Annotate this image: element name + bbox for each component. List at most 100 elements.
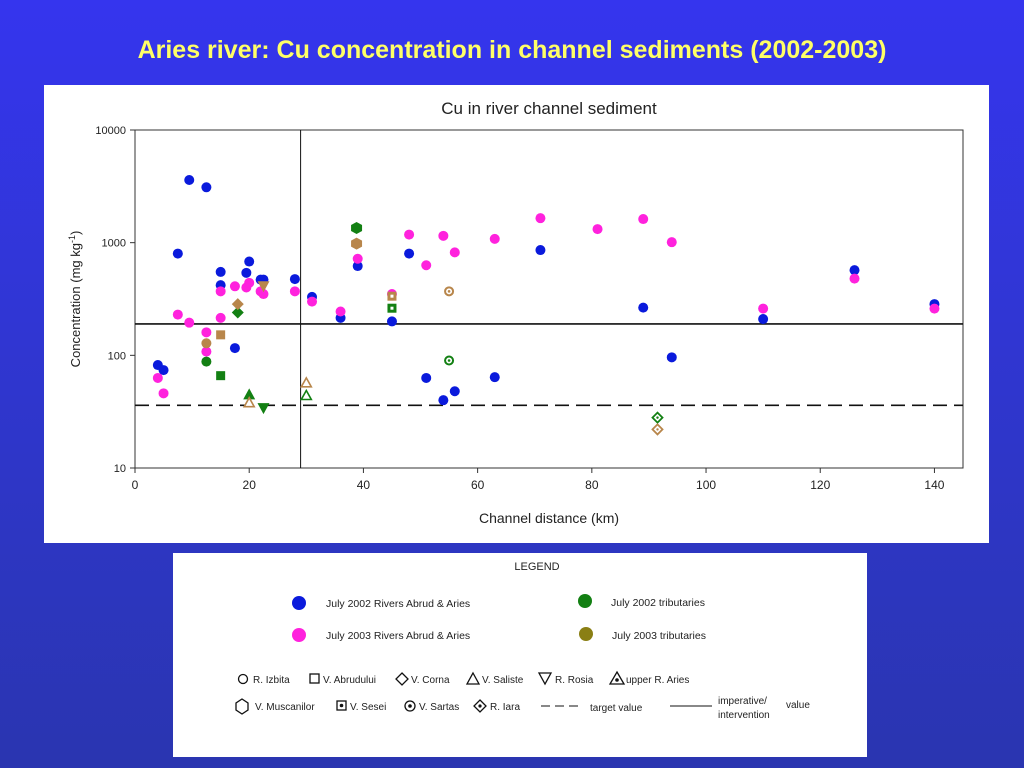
legend-2003-rivers-marker <box>292 628 306 642</box>
point-triangle-down <box>257 281 270 293</box>
legend-2002-rivers-marker <box>292 596 306 610</box>
x-axis: 0 20 40 60 80 100 120 140 <box>132 468 945 492</box>
slide-title: Aries river: Cu concentration in channel… <box>137 36 887 64</box>
point-circle <box>421 372 432 383</box>
point-circle <box>158 365 169 376</box>
point-circle <box>758 314 769 325</box>
x-tick-label: 120 <box>810 478 830 492</box>
point-circle <box>638 302 649 313</box>
point-circle <box>241 267 252 278</box>
legend-2002-tributaries-label: July 2002 tributaries <box>611 597 705 609</box>
point-circle <box>666 352 677 363</box>
point-circle <box>335 306 346 317</box>
point-circle <box>449 247 460 258</box>
point-square-dot-center <box>390 306 394 310</box>
muscanilor-hexagon-icon <box>235 698 249 715</box>
sesei-square-dot-icon <box>336 700 347 711</box>
point-square-dot-center <box>390 294 394 298</box>
point-circle <box>352 253 363 264</box>
iara-diamond-dot-icon <box>473 699 487 713</box>
point-hexagon <box>351 237 363 250</box>
point-circle <box>849 265 860 276</box>
y-axis-label: Concentration (mg kg-1) <box>67 231 83 368</box>
legend-2003-tributaries-label: July 2003 tributaries <box>612 630 706 642</box>
point-hexagon <box>351 221 363 234</box>
point-diamond <box>231 306 244 319</box>
scatter-chart: Cu in river channel sediment 0 20 40 60 80 10… <box>67 99 964 526</box>
point-circle <box>244 277 255 288</box>
point-circle <box>592 224 603 235</box>
point-triangle-up-open <box>242 396 256 408</box>
y-axis-label-end: ) <box>68 231 83 235</box>
legend-izbita-label: R. Izbita <box>253 675 290 686</box>
plot-frame <box>134 129 964 469</box>
point-circle <box>929 303 940 314</box>
point-circle <box>849 273 860 284</box>
point-circle <box>244 256 255 267</box>
point-circle <box>489 233 500 244</box>
y-axis-label-sup: -1 <box>67 235 77 243</box>
y-tick-label: 100 <box>108 350 126 362</box>
point-circle <box>438 230 449 241</box>
legend-svg: LEGEND July 2002 Rivers Abrud & Aries Ju… <box>235 561 810 721</box>
legend-upper-aries-label: upper R. Aries <box>626 675 689 686</box>
point-circle <box>201 338 212 349</box>
point-circle <box>172 309 183 320</box>
iara-dot-icon <box>478 704 482 708</box>
x-tick-label: 60 <box>471 478 485 492</box>
point-circle <box>758 303 769 314</box>
legend-2002-rivers-label: July 2002 Rivers Abrud & Aries <box>326 598 470 610</box>
point-circle <box>215 266 226 277</box>
point-circle <box>449 386 460 397</box>
point-circle <box>307 296 318 307</box>
legend-rosia-label: R. Rosia <box>555 675 594 686</box>
upper-aries-triangle-icon <box>608 670 626 685</box>
point-circle <box>638 214 649 225</box>
point-circle-dot-center <box>447 359 451 362</box>
legend-sartas-label: V. Sartas <box>419 702 459 713</box>
point-circle <box>152 372 163 383</box>
reference-lines <box>135 130 963 468</box>
point-circle <box>172 248 183 259</box>
point-triangle-down <box>257 403 270 415</box>
x-tick-label: 80 <box>585 478 599 492</box>
legend-corna-label: V. Corna <box>411 675 450 686</box>
saliste-triangle-up-icon <box>465 671 481 685</box>
point-circle <box>404 248 415 259</box>
point-triangle-up <box>243 388 256 400</box>
legend-abrudului-label: V. Abrudului <box>323 675 376 686</box>
point-circle <box>289 274 300 285</box>
point-circle <box>386 316 397 327</box>
point-diamond <box>231 298 244 311</box>
point-circle <box>215 286 226 297</box>
point-circle <box>201 346 212 357</box>
y-tick-label: 1000 <box>102 238 126 250</box>
x-tick-label: 0 <box>132 478 139 492</box>
data-points <box>152 174 940 436</box>
point-circle <box>535 213 546 224</box>
point-circle <box>258 289 269 300</box>
point-circle <box>229 281 240 292</box>
point-circle <box>666 237 677 248</box>
chart-title: Cu in river channel sediment <box>441 99 657 118</box>
legend-imperative-value-label: value <box>786 700 810 711</box>
x-tick-label: 100 <box>696 478 716 492</box>
point-circle <box>438 395 449 406</box>
point-diamond-dot-center <box>656 428 659 431</box>
upper-aries-dot-icon <box>615 678 619 682</box>
point-circle <box>184 317 195 328</box>
point-triangle-up-open <box>299 388 313 401</box>
corna-diamond-icon <box>395 672 409 686</box>
point-circle-dot-center <box>447 290 451 293</box>
y-axis: 10 100 1000 10000 <box>95 125 135 475</box>
legend-sesei-label: V. Sesei <box>350 702 386 713</box>
legend-2003-tributaries-marker <box>579 627 593 641</box>
sartas-dot-icon <box>408 704 412 708</box>
point-diamond-dot-center <box>656 416 659 419</box>
legend-2003-rivers-label: July 2003 Rivers Abrud & Aries <box>326 630 470 642</box>
legend-imperative-label-2: intervention <box>718 710 770 721</box>
x-tick-label: 140 <box>924 478 944 492</box>
y-tick-label: 10 <box>114 463 126 475</box>
legend-title: LEGEND <box>514 561 559 573</box>
legend-saliste-label: V. Saliste <box>482 675 524 686</box>
